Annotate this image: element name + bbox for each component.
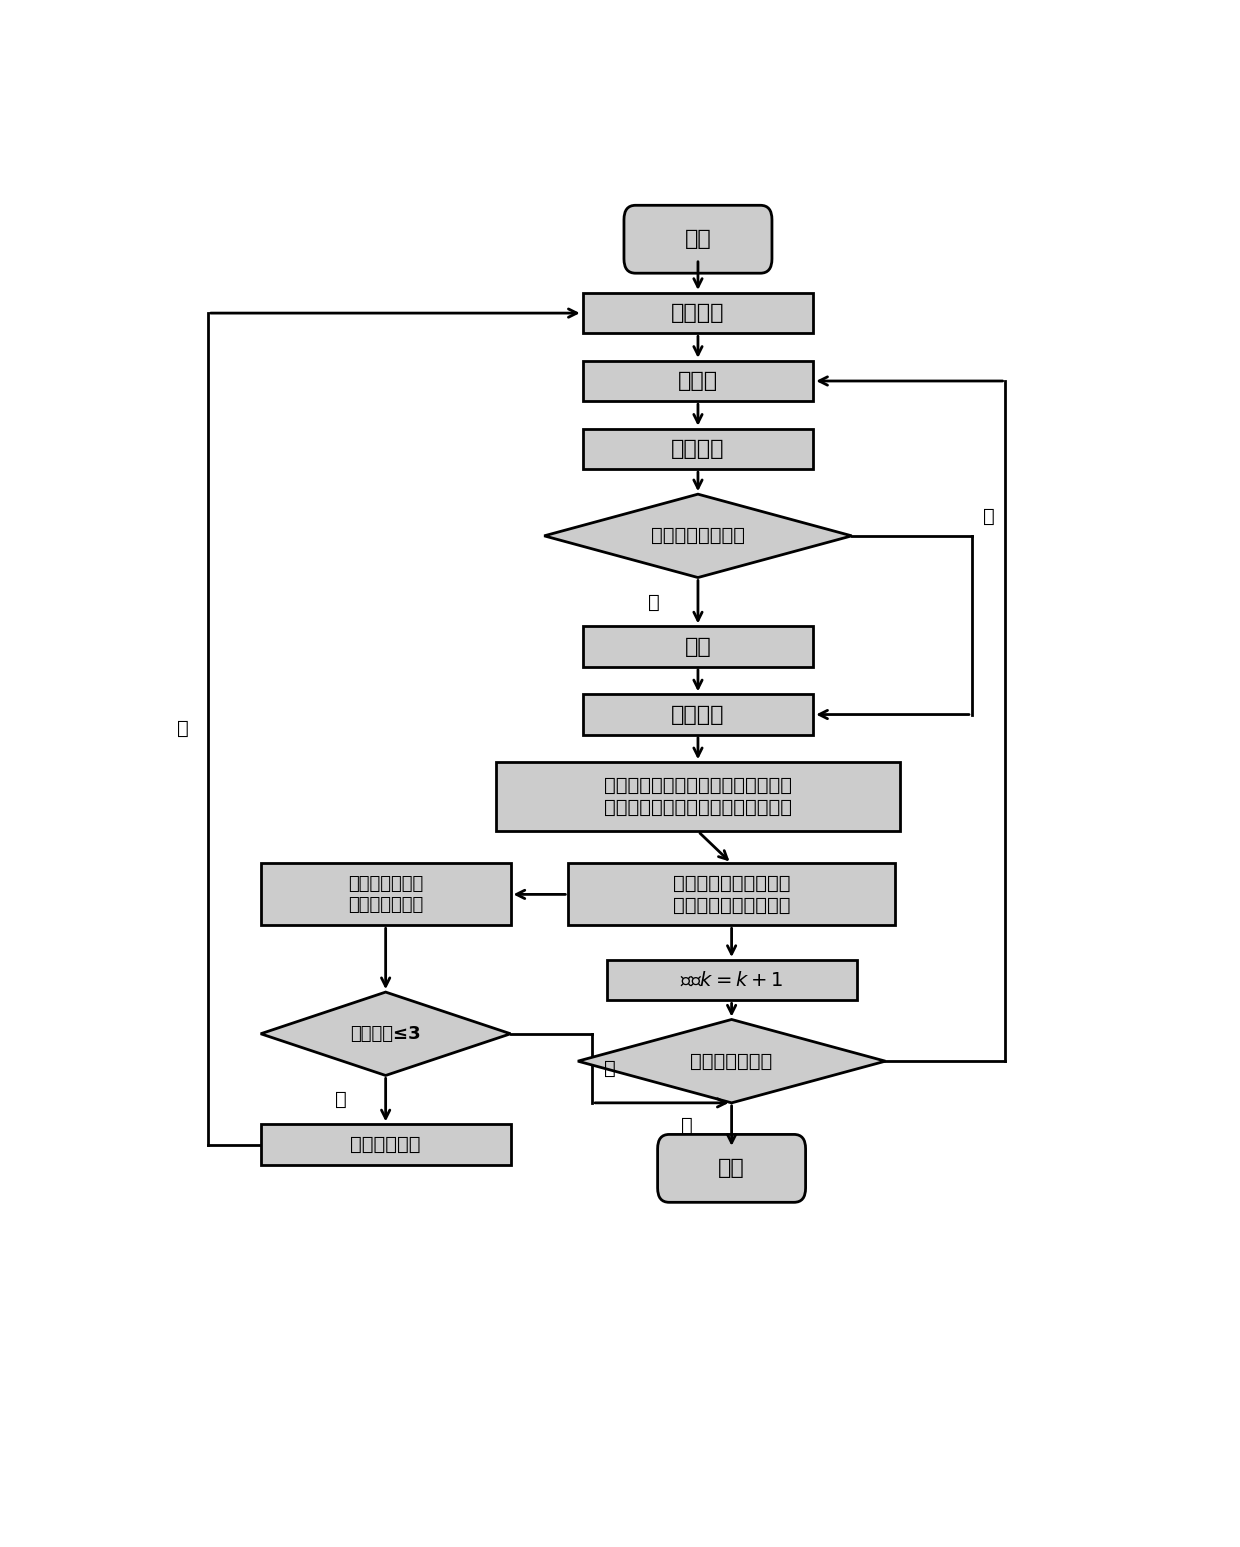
Bar [583,360,813,401]
Text: 是: 是 [647,593,660,611]
Text: 开始: 开始 [684,229,712,249]
FancyBboxPatch shape [657,1134,806,1202]
Text: 否: 否 [682,1117,693,1135]
Text: 否: 否 [983,507,996,526]
FancyBboxPatch shape [624,206,773,274]
Bar [260,863,511,925]
Text: 是否有存活节点: 是否有存活节点 [691,1052,773,1071]
Bar [583,292,813,333]
Text: 簇头选择切换: 簇头选择切换 [351,1135,420,1154]
Text: 是否存在热区问题: 是否存在热区问题 [651,526,745,546]
Polygon shape [578,1019,885,1103]
Bar [583,429,813,469]
Text: 簇划分: 簇划分 [678,371,718,391]
Text: 数据传输: 数据传输 [671,704,724,724]
Text: 结束: 结束 [718,1159,745,1179]
Bar [260,1125,511,1165]
Text: 否: 否 [177,719,188,738]
Text: 计算簇内节点到簇头节点的能耗；簇
头节点的能耗；更新所有节点的能量: 计算簇内节点到簇头节点的能耗；簇 头节点的能耗；更新所有节点的能量 [604,777,792,817]
Text: 簇间路由: 簇间路由 [671,439,724,459]
Text: 统计网络总能量消耗和
网络中的存活节点个数: 统计网络总能量消耗和 网络中的存活节点个数 [673,874,790,914]
Polygon shape [544,493,852,577]
Bar [568,863,895,925]
Text: 计算能量衰竖的
簇头节点的个数: 计算能量衰竖的 簇头节点的个数 [348,876,423,914]
Text: 簇头选取: 簇头选取 [671,303,724,323]
Text: 轮数$k=k+1$: 轮数$k=k+1$ [680,970,784,990]
Bar [606,959,857,1001]
Text: 解决: 解决 [684,637,712,656]
Text: 簇头个数≤3: 簇头个数≤3 [351,1024,420,1043]
Bar [496,763,900,831]
Bar [583,627,813,667]
Text: 是: 是 [336,1091,347,1109]
Polygon shape [260,992,511,1075]
Text: 是: 是 [604,1058,615,1078]
Bar [583,695,813,735]
